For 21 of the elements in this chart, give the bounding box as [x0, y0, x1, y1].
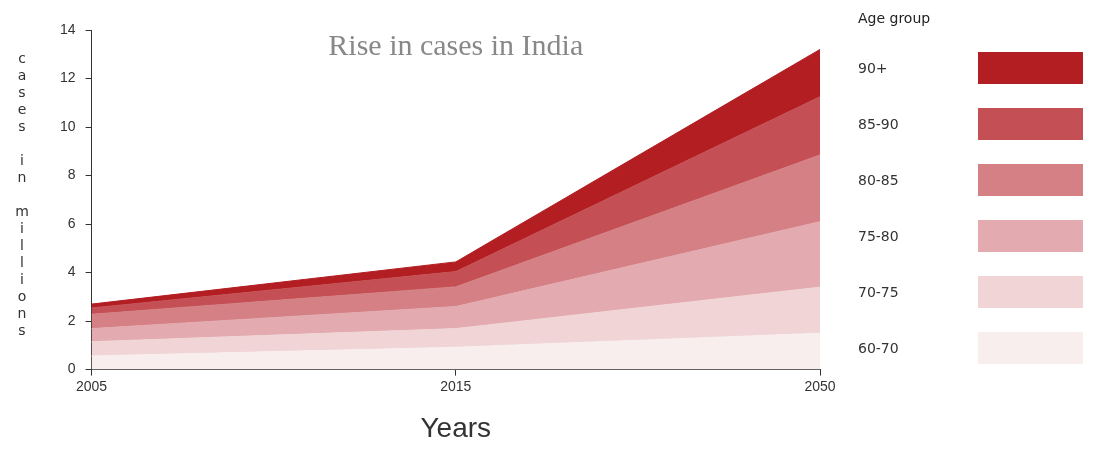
text: 80-85 [858, 172, 900, 188]
text: 90+ [858, 60, 889, 76]
text: 85-90 [858, 116, 900, 132]
x-tick-label: 2050 [804, 377, 836, 394]
text: 75-80 [858, 228, 900, 244]
y-tick-label: 6 [67, 214, 76, 231]
text: 70-75 [858, 284, 900, 300]
y-tick-label: 8 [67, 166, 76, 183]
y-tick-label: 0 [67, 360, 76, 377]
x-axis-title: Years [420, 411, 492, 443]
y-tick-label: 12 [59, 69, 76, 86]
y-axis-title: cases in millions [14, 50, 30, 339]
y-tick-label: 4 [67, 263, 76, 280]
y-tick-label: 2 [67, 311, 76, 328]
y-tick-label: 14 [59, 20, 76, 37]
y-tick-label: 10 [59, 117, 76, 134]
chart-title: Rise in cases in India [328, 27, 584, 61]
text: 60-70 [858, 340, 900, 356]
x-tick-label: 2015 [440, 377, 472, 394]
x-tick-label: 2005 [75, 377, 108, 394]
legend-title: Age group [858, 10, 932, 26]
